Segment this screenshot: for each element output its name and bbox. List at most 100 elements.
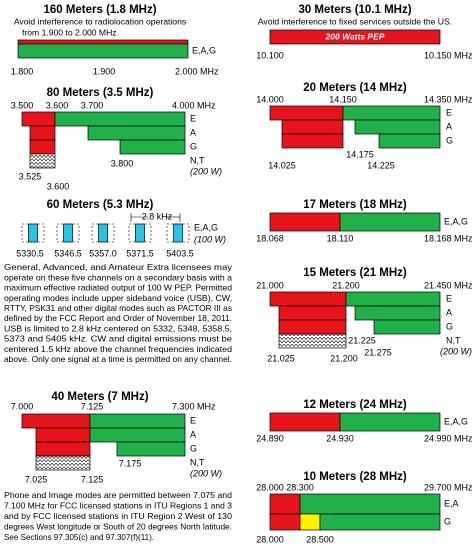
label: 14.150 [329,94,357,104]
label: (200 W) [440,346,472,356]
band-segment [281,133,344,149]
label: N,T [190,457,205,467]
label: from 1.900 to 2.000 MHz [22,27,117,37]
paragraph-line: operating modes include upper sideband v… [4,294,232,303]
label: 5330.5 [16,248,44,258]
label: 21.275 [364,347,392,357]
label: 1.800 [11,66,34,76]
label: 18.168 MHz [424,233,473,243]
band-segment [299,513,321,531]
label: (200 W) [190,166,222,176]
label: 24.890 [256,433,284,443]
label: 18.068 [256,233,284,243]
label: 28.500 [306,534,334,544]
label: 4.000 MHz [172,100,216,110]
band-segment [119,139,186,155]
label: 5371.5 [126,248,154,258]
channel [135,223,145,243]
band-segment [35,427,91,443]
band-segment [17,39,189,45]
label: A [446,307,452,317]
label: 3.800 [111,158,134,168]
band-segment [339,412,441,432]
paragraph-line: degrees West longitude or South of 20 de… [4,522,232,531]
band-segment [354,305,441,321]
label: 3.700 [81,100,104,110]
band-segment [269,493,301,515]
paragraph-line: RTTY, PSK31 and other digital modes such… [4,304,232,313]
label: 7.125 [81,474,104,484]
band-segment [21,413,91,429]
label: E,A,G [192,45,216,55]
label: G [446,135,453,145]
label: (200 W) [190,468,222,478]
paragraph-line: USB is limited to 2.8 kHz centered on 53… [4,324,232,333]
label: G [444,516,451,526]
band-segment [17,43,189,59]
label: 7.300 MHz [172,401,216,411]
label: N,T [446,335,461,345]
band-segment [54,111,186,127]
label: 3.525 [19,171,42,181]
band-segment [378,133,441,149]
label: E,A,G [444,216,468,226]
label: Avoid interference to fixed services out… [258,16,452,26]
label: 5346.5 [54,248,82,258]
label: 14.025 [268,160,296,170]
band-segment [269,212,341,232]
channel [173,223,183,243]
label: E,A,G [194,222,218,232]
label: 14.225 [367,160,395,170]
bandwidth-marker [130,213,181,222]
label: 7.125 [81,401,104,411]
label: 7.175 [119,458,142,468]
paragraph-line: See Sections 97.305(c) and 97.307(f)(11)… [4,533,154,542]
label: 29.700 MHz [424,482,473,492]
paragraph-line: maximum effective radiated output of 100… [4,284,232,293]
label: N,T [190,155,205,165]
band-segment [278,305,347,321]
label: 1.900 [93,66,116,76]
paragraph-line: defined by the FCC Report and Order of N… [4,314,232,323]
band-title: 12 Meters (24 MHz) [303,399,407,411]
band-segment [281,119,344,135]
label: 21.225 [348,335,376,345]
label: 10.100 [256,50,284,60]
label: E,A,G [444,416,468,426]
paragraph-line: Phone and Image modes are permitted betw… [4,491,232,500]
label: G [190,443,197,453]
band-title: 60 Meters (5.3 MHz) [47,199,154,211]
band-segment [29,139,56,155]
label: 7.025 [25,474,48,484]
band-segment [87,125,186,141]
paragraph-line: centered 1.5 kHz above the channel frequ… [4,345,232,354]
band-segment [116,441,186,457]
band-segment [345,291,441,307]
label: E [190,415,196,425]
paragraph-line: 7.100 MHz for FCC licensed stations in I… [4,502,232,511]
band-segment [29,125,56,141]
label: 21.200 [332,280,360,290]
label: E [446,107,452,117]
band-segment [299,493,441,515]
band-segment [89,413,186,429]
band-segment [35,441,91,457]
label: 7.000 [11,401,34,411]
band-segment [278,319,347,335]
label: 200 Watts PEP [325,31,385,41]
paragraph-line: above. Only one signal at a time is perm… [4,355,232,364]
label: 5357.0 [89,248,117,258]
band-segment [269,513,301,531]
band-segment [21,111,56,127]
novice-segment [35,455,91,471]
label: 21.025 [267,353,295,363]
band-title: 20 Meters (14 MHz) [303,82,407,94]
label: A [446,121,452,131]
label: G [446,321,453,331]
label: E,A [444,498,459,508]
band-title: 40 Meters (7 MHz) [51,391,148,403]
label: E [446,293,452,303]
band-segment [269,291,347,307]
